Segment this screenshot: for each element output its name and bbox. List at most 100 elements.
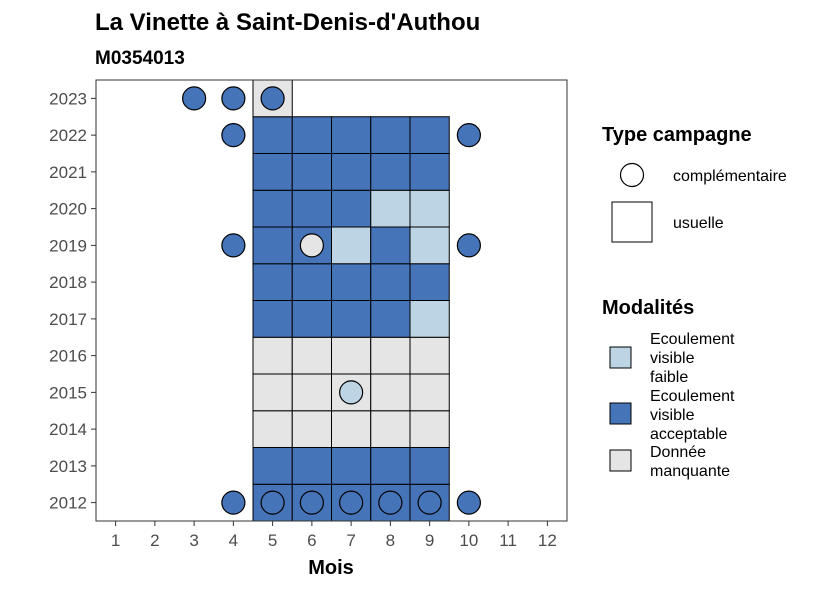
chart-title: La Vinette à Saint-Denis-d'Authou [95, 9, 480, 36]
legend-key-2 [609, 449, 632, 472]
x-tick-label-3: 3 [189, 531, 198, 550]
tile-2018-7 [331, 263, 372, 301]
tile-2018-6 [291, 263, 332, 301]
tile-2017-9 [409, 300, 450, 338]
x-tick-label-10: 10 [459, 531, 478, 550]
legend-label-1: Ecoulement visible acceptable [650, 388, 735, 443]
legend-circle-key [619, 162, 645, 188]
tile-2022-5 [252, 116, 293, 154]
tile-2016-9 [409, 336, 450, 375]
tile-2016-8 [370, 336, 411, 375]
tile-2020-6 [291, 189, 332, 228]
tile-2022-6 [291, 116, 332, 154]
tile-2013-8 [370, 447, 411, 485]
x-tick-label-2: 2 [150, 531, 159, 550]
tile-2015-6 [291, 373, 332, 412]
point-2023-3 [182, 86, 207, 111]
y-tick-label-2016: 2016 [49, 347, 87, 366]
tile-2018-8 [370, 263, 411, 301]
tile-2020-5 [252, 189, 293, 228]
tile-2013-5 [252, 447, 293, 485]
y-tick-label-2013: 2013 [49, 457, 87, 476]
tile-2014-6 [291, 410, 332, 448]
tile-2016-5 [252, 336, 293, 375]
tile-2022-8 [370, 116, 411, 154]
tile-2021-5 [252, 153, 293, 191]
legend-type-title: Type campagne [602, 124, 752, 146]
legend-square-key [611, 201, 653, 243]
plot-area [95, 79, 568, 522]
point-2012-5 [260, 490, 285, 515]
chart-subtitle: M0354013 [95, 48, 185, 69]
tile-2015-5 [252, 373, 293, 412]
y-tick-label-2017: 2017 [49, 310, 87, 329]
tile-2013-9 [409, 447, 450, 485]
tile-2019-9 [409, 226, 450, 265]
x-tick-label-12: 12 [538, 531, 557, 550]
point-2019-6 [299, 233, 324, 258]
tile-2014-5 [252, 410, 293, 448]
y-tick-label-2022: 2022 [49, 126, 87, 145]
tile-2019-7 [331, 226, 372, 265]
x-axis-title: Mois [308, 557, 354, 579]
point-2023-5 [260, 86, 285, 111]
y-tick-label-2023: 2023 [49, 89, 87, 108]
legend-key-1 [609, 402, 632, 425]
y-tick-label-2021: 2021 [49, 163, 87, 182]
tile-2017-7 [331, 300, 372, 338]
point-2023-4 [221, 86, 246, 111]
point-2012-10 [456, 490, 481, 515]
x-axis: 1 2 3 4 5 6 7 8 9 10 11 12 [111, 521, 557, 550]
tile-2014-7 [331, 410, 372, 448]
tile-2021-9 [409, 153, 450, 191]
tile-2022-9 [409, 116, 450, 154]
legend-label-0: Ecoulement visible faible [650, 331, 735, 386]
legend-label-complementaire: complémentaire [673, 168, 787, 185]
plot-border [95, 79, 568, 522]
y-tick-label-2018: 2018 [49, 273, 87, 292]
x-tick-label-6: 6 [307, 531, 316, 550]
tile-2022-7 [331, 116, 372, 154]
point-2022-4 [221, 123, 246, 148]
legend-key-0 [609, 346, 632, 369]
point-2022-10 [456, 123, 481, 148]
legend-modalites-title: Modalités [602, 297, 694, 319]
tile-2019-8 [370, 226, 411, 265]
point-2012-6 [299, 490, 324, 515]
tile-2013-6 [291, 447, 332, 485]
tile-2014-8 [370, 410, 411, 448]
point-2012-4 [221, 490, 246, 515]
tile-2020-7 [331, 189, 372, 228]
legend-label-2: Donnée manquante [650, 444, 730, 480]
x-tick-label-4: 4 [229, 531, 238, 550]
y-tick-label-2015: 2015 [49, 383, 87, 402]
point-2012-7 [339, 490, 364, 515]
tile-2018-5 [252, 263, 293, 301]
x-tick-label-11: 11 [499, 531, 517, 550]
x-tick-label-8: 8 [386, 531, 395, 550]
tile-2016-7 [331, 336, 372, 375]
tile-2019-5 [252, 226, 293, 265]
y-tick-label-2020: 2020 [49, 200, 87, 219]
tile-2021-6 [291, 153, 332, 191]
legend-type-campagne: Type campagne complémentaire usuelle [602, 124, 787, 243]
point-2012-9 [417, 490, 442, 515]
tile-2016-6 [291, 336, 332, 375]
tile-2020-8 [370, 189, 411, 228]
y-tick-label-2014: 2014 [49, 420, 87, 439]
point-2019-10 [456, 233, 481, 258]
tile-2020-9 [409, 189, 450, 228]
tile-2015-9 [409, 373, 450, 412]
y-axis: 2012 2013 2014 2015 2016 2017 2018 2019 2020 2021… [49, 89, 96, 513]
point-2015-7 [339, 380, 364, 405]
tile-2017-8 [370, 300, 411, 338]
y-tick-label-2019: 2019 [49, 236, 87, 255]
legend-modalites: Modalités Ecoulement visible faibleEcouleme… [602, 297, 735, 480]
x-tick-label-9: 9 [425, 531, 434, 550]
point-2019-4 [221, 233, 246, 258]
tile-2017-5 [252, 300, 293, 338]
x-tick-label-7: 7 [346, 531, 355, 550]
legend-label-usuelle: usuelle [673, 215, 724, 232]
tile-2021-8 [370, 153, 411, 191]
